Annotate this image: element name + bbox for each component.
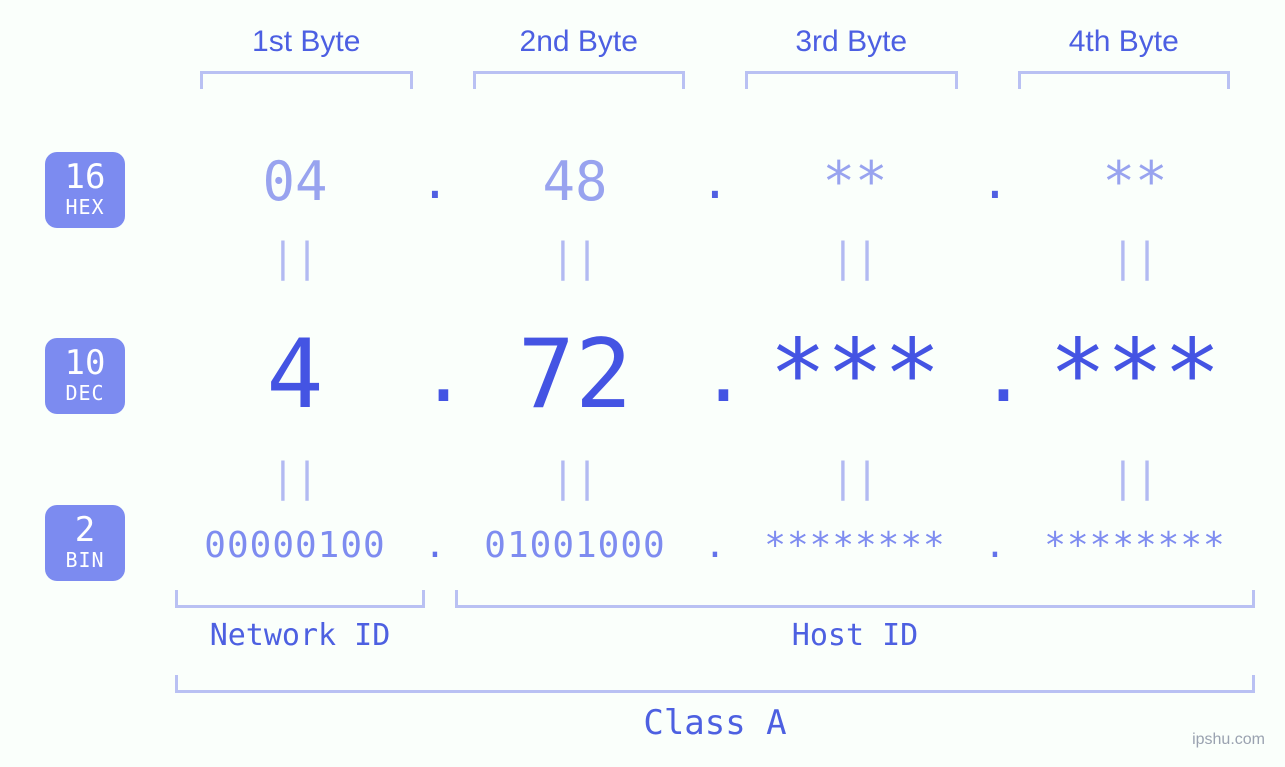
dot-separator: . [980,154,1010,210]
dot-separator: . [420,154,450,210]
bin-badge: 2 BIN [45,505,125,581]
dot-separator: . [420,525,450,566]
hex-byte-3: ** [730,150,980,213]
equals-icon: || [450,455,700,501]
equals-row-1: || || || || [170,235,1260,281]
equals-icon: || [730,455,980,501]
byte-headers: 1st Byte 2nd Byte 3rd Byte 4th Byte [170,25,1260,89]
bin-byte-3: ******** [730,525,980,566]
base-num: 2 [45,513,125,547]
dec-badge: 10 DEC [45,338,125,414]
byte-header-3: 3rd Byte [715,25,988,89]
byte-label: 4th Byte [988,25,1261,59]
equals-icon: || [1010,235,1260,281]
dot-separator: . [700,154,730,210]
dec-row: 4 . 72 . *** . *** [170,320,1260,430]
equals-icon: || [1010,455,1260,501]
dot-separator: . [980,330,1010,420]
byte-header-4: 4th Byte [988,25,1261,89]
bin-byte-1: 00000100 [170,525,420,566]
hex-byte-4: ** [1010,150,1260,213]
base-name: DEC [45,382,125,404]
base-name: BIN [45,549,125,571]
dec-byte-4: *** [1010,320,1260,430]
bracket-top [473,71,686,89]
host-id-label: Host ID [450,618,1260,653]
host-id-group: Host ID [450,590,1260,653]
bin-row: 00000100 . 01001000 . ******** . *******… [170,525,1260,566]
byte-label: 2nd Byte [443,25,716,59]
byte-header-2: 2nd Byte [443,25,716,89]
network-id-label: Network ID [170,618,430,653]
dot-separator: . [700,330,730,420]
class-label: Class A [170,703,1260,743]
bracket-top [200,71,413,89]
credit-text: ipshu.com [1192,731,1265,749]
hex-byte-2: 48 [450,150,700,213]
bin-byte-4: ******** [1010,525,1260,566]
equals-icon: || [170,455,420,501]
bracket-top [1018,71,1231,89]
dec-byte-1: 4 [170,320,420,430]
hex-badge: 16 HEX [45,152,125,228]
base-num: 10 [45,346,125,380]
base-num: 16 [45,160,125,194]
bracket-bottom [175,675,1255,693]
equals-row-2: || || || || [170,455,1260,501]
network-id-group: Network ID [170,590,430,653]
bracket-bottom [175,590,425,608]
equals-icon: || [450,235,700,281]
dec-byte-3: *** [730,320,980,430]
dot-separator: . [700,525,730,566]
id-brackets: Network ID Host ID [170,590,1260,653]
byte-header-1: 1st Byte [170,25,443,89]
bin-byte-2: 01001000 [450,525,700,566]
hex-byte-1: 04 [170,150,420,213]
bracket-top [745,71,958,89]
bracket-bottom [455,590,1255,608]
byte-label: 3rd Byte [715,25,988,59]
equals-icon: || [730,235,980,281]
byte-label: 1st Byte [170,25,443,59]
base-name: HEX [45,196,125,218]
dec-byte-2: 72 [450,320,700,430]
dot-separator: . [980,525,1010,566]
equals-icon: || [170,235,420,281]
dot-separator: . [420,330,450,420]
hex-row: 04 . 48 . ** . ** [170,150,1260,213]
class-group: Class A [170,675,1260,743]
